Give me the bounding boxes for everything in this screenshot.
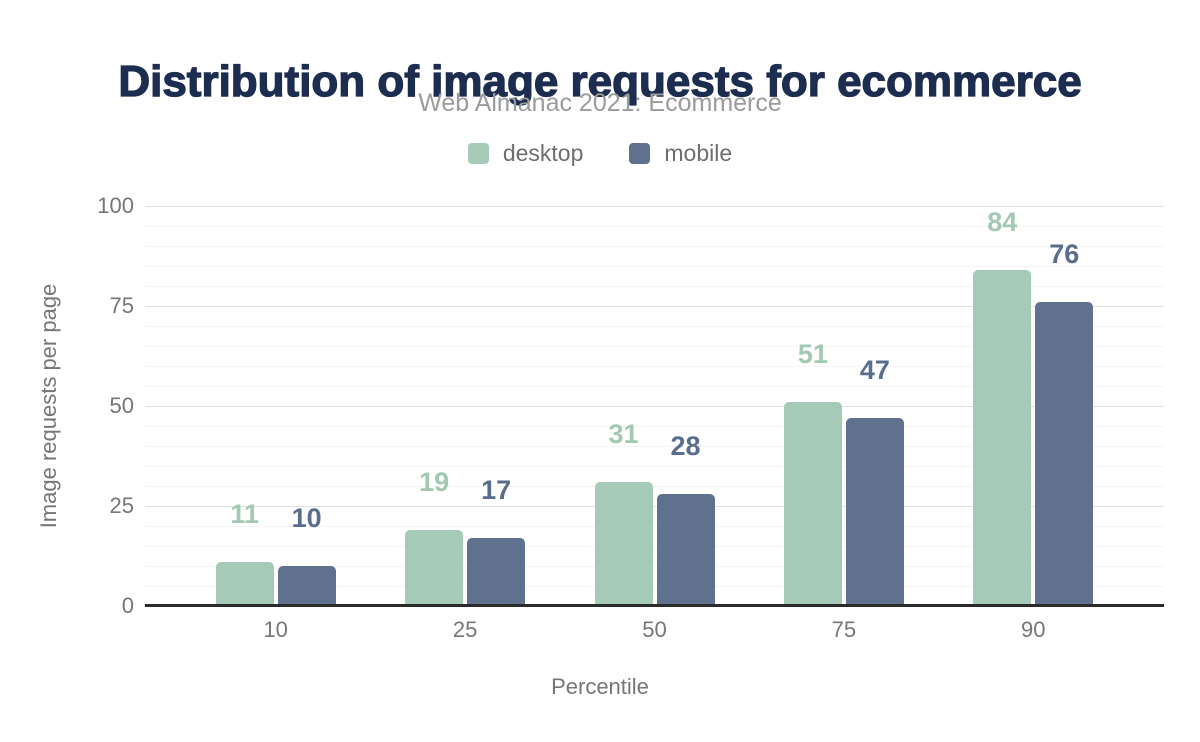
bar-desktop-p90 [973, 270, 1032, 606]
value-label-desktop-p75: 51 [797, 339, 828, 369]
legend-item-mobile[interactable]: mobile [629, 142, 732, 165]
gridline-minor-65 [145, 345, 1164, 347]
y-axis-tick-labels: 0 25 50 75 100 [0, 195, 134, 617]
gridline-minor-60 [145, 365, 1164, 367]
gridline-major-100 [145, 205, 1164, 207]
bar-mobile-p75 [845, 418, 904, 606]
bar-mobile-p25 [467, 538, 526, 606]
value-label-mobile-p25: 17 [481, 475, 512, 505]
gridline-major-75 [145, 305, 1164, 307]
value-label-mobile-p90: 76 [1049, 239, 1080, 269]
bar-mobile-p50 [656, 494, 715, 606]
bar-desktop-p75 [783, 402, 842, 606]
gridline-minor-15 [145, 545, 1164, 547]
gridline-minor-95 [145, 225, 1164, 227]
y-tick-label-50: 50 [109, 393, 134, 418]
value-label-desktop-p10: 11 [230, 499, 259, 529]
chart-subtitle: Web Almanac 2021: Ecommerce [418, 89, 782, 117]
gridline-major-50 [145, 405, 1164, 407]
value-label-mobile-p10: 10 [291, 503, 322, 533]
legend-swatch-desktop-icon [467, 143, 489, 164]
value-label-desktop-p25: 19 [419, 467, 450, 497]
gridline-minor-55 [145, 385, 1164, 387]
gridline-minor-35 [145, 465, 1164, 467]
x-tick-label-50: 50 [642, 617, 667, 642]
y-tick-label-75: 75 [109, 293, 134, 318]
gridline-minor-30 [145, 485, 1164, 487]
bar-mobile-p90 [1035, 302, 1094, 606]
y-tick-label-100: 100 [97, 193, 134, 218]
legend-item-desktop[interactable]: desktop [467, 140, 584, 166]
x-axis-tick-labels: 10 25 50 75 90 [145, 619, 1164, 645]
x-tick-label-90: 90 [1021, 617, 1046, 642]
chart-title: Distribution of image requests for ecomm… [118, 57, 1083, 107]
x-tick-label-25: 25 [452, 617, 478, 642]
value-label-desktop-p90: 84 [987, 207, 1018, 237]
plot-area: 11 10 19 17 31 28 51 47 84 76 [145, 205, 1164, 607]
value-label-mobile-p75: 47 [859, 355, 890, 385]
legend-label-mobile: mobile [664, 140, 733, 166]
x-axis-title: Percentile [551, 674, 649, 699]
y-tick-label-25: 25 [109, 493, 134, 518]
legend: desktop mobile [0, 142, 1200, 165]
legend-label-desktop: desktop [502, 140, 584, 166]
value-label-mobile-p50: 28 [670, 431, 701, 461]
bar-mobile-p10 [277, 566, 336, 606]
bar-desktop-p50 [594, 482, 653, 606]
legend-swatch-mobile-icon [629, 143, 651, 164]
value-label-desktop-p50: 31 [608, 419, 639, 449]
gridline-minor-20 [145, 525, 1164, 527]
gridline-minor-45 [145, 425, 1164, 427]
bar-desktop-p10 [215, 562, 274, 606]
x-axis-line [145, 604, 1164, 607]
gridline-minor-10 [145, 565, 1164, 567]
gridline-major-25 [145, 505, 1164, 507]
gridline-minor-80 [145, 285, 1164, 287]
gridline-minor-85 [145, 265, 1164, 267]
y-tick-label-0: 0 [121, 593, 134, 618]
gridline-minor-70 [145, 325, 1164, 327]
gridline-minor-40 [145, 445, 1164, 447]
gridline-minor-90 [145, 245, 1164, 247]
x-tick-label-75: 75 [831, 617, 857, 642]
x-tick-label-10: 10 [263, 617, 288, 642]
gridline-minor-5 [145, 585, 1164, 587]
bar-desktop-p25 [405, 530, 464, 606]
